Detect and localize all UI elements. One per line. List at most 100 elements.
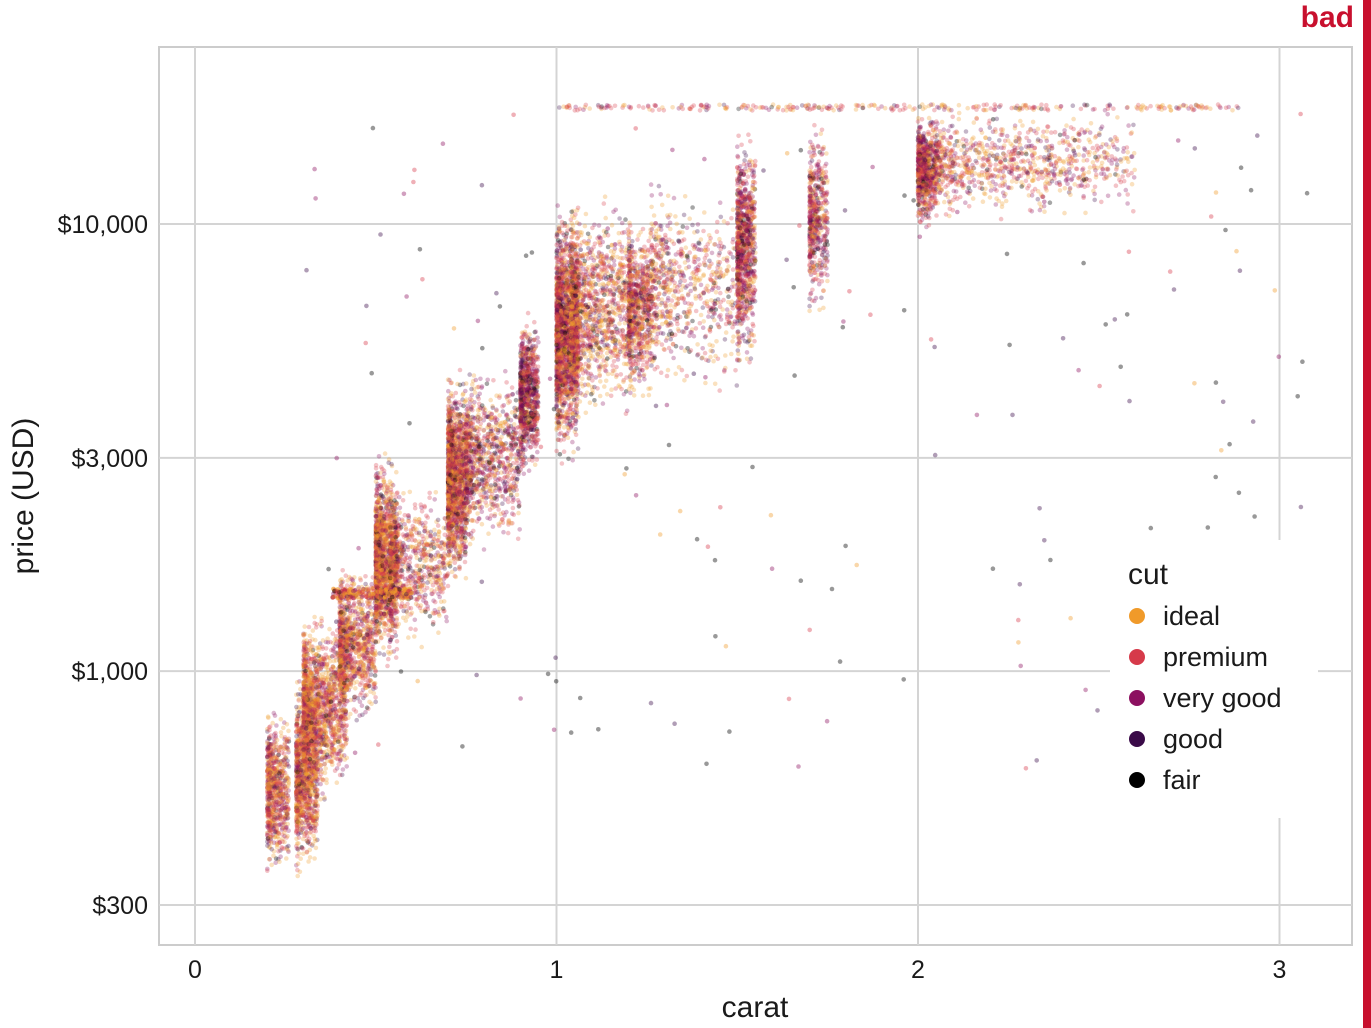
data-point [389,462,394,467]
data-point [314,779,319,784]
data-point [341,767,346,772]
data-point [338,669,343,674]
data-point [322,682,327,687]
data-point [296,752,301,757]
data-point [328,685,333,690]
data-point [269,829,274,834]
data-point [366,667,371,672]
data-point [304,677,309,682]
data-point [358,642,363,647]
data-point [358,699,363,704]
data-point [363,582,368,587]
data-point [314,745,319,750]
data-point [318,725,323,730]
data-point [317,698,322,703]
data-point [285,775,290,780]
data-point [312,856,317,861]
data-point [348,609,353,614]
data-point [328,725,333,730]
data-point [311,800,316,805]
data-point [296,861,301,866]
data-point [339,610,344,615]
data-point [280,839,285,844]
data-point [295,846,300,851]
data-point [311,628,316,633]
data-point [382,652,387,657]
data-point [360,653,365,658]
data-point [327,627,332,632]
data-point [304,664,309,669]
data-point [305,825,310,830]
data-point [369,672,374,677]
data-point [308,855,313,860]
data-point [298,870,303,875]
data-point [363,574,368,579]
data-point [304,705,309,710]
data-point [265,868,270,873]
data-point [310,793,315,798]
data-point [369,612,374,617]
data-point [275,842,280,847]
data-point [362,683,367,688]
data-point [329,759,334,764]
data-point [340,773,345,778]
data-point [270,721,275,726]
data-point [269,847,274,852]
data-point [295,779,300,784]
data-point [335,766,340,771]
data-point [360,703,365,708]
data-point [327,693,332,698]
data-point [281,726,286,731]
data-point [361,624,366,629]
data-point [339,655,344,660]
data-point [265,741,270,746]
data-point [312,615,317,620]
data-point [266,815,271,820]
data-point [265,783,270,788]
data-point [274,800,279,805]
data-point [325,636,330,641]
data-point [268,835,273,840]
data-point [353,695,358,700]
data-point [309,830,314,835]
data-point [395,647,400,652]
data-point [316,714,321,719]
data-point [274,755,279,760]
data-point [266,714,271,719]
data-point [337,762,342,767]
data-point [341,707,346,712]
data-point [338,686,343,691]
data-point [294,730,299,735]
data-point [279,799,284,804]
data-point [303,799,308,804]
data-point [279,845,284,850]
data-point [279,730,284,735]
data-point [383,451,388,456]
data-point [383,628,388,633]
data-point [317,719,322,724]
data-point [363,642,368,647]
data-point [325,736,330,741]
data-point [282,830,287,835]
data-point [305,850,310,855]
data-point [339,715,344,720]
data-point [374,463,379,468]
data-point [286,780,291,785]
data-point [295,747,300,752]
data-point [304,654,309,659]
data-point [277,859,282,864]
data-point [314,795,319,800]
data-point [301,747,306,752]
data-point [295,712,300,717]
data-point [323,740,328,745]
data-point [360,674,365,679]
data-point [305,641,310,646]
data-point [304,738,309,743]
data-point [333,686,338,691]
data-point [368,689,373,694]
data-point [302,647,307,652]
data-point [301,710,306,715]
data-point [326,719,331,724]
data-point [303,768,308,773]
data-point [268,770,273,775]
